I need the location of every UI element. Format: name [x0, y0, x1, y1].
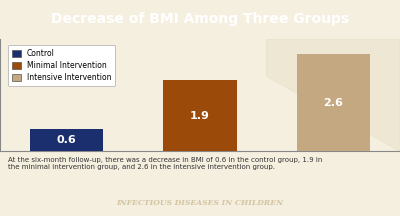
Legend: Control, Minimal Intervention, Intensive Intervention: Control, Minimal Intervention, Intensive… — [8, 45, 115, 86]
Bar — [297, 54, 370, 151]
Text: Decrease of BMI Among Three Groups: Decrease of BMI Among Three Groups — [51, 13, 349, 26]
Text: INFECTIOUS DISEASES IN CHILDREN: INFECTIOUS DISEASES IN CHILDREN — [116, 199, 284, 207]
Text: 2.6: 2.6 — [323, 98, 343, 108]
Bar — [163, 80, 237, 151]
Text: At the six-month follow-up, there was a decrease in BMI of 0.6 in the control gr: At the six-month follow-up, there was a … — [8, 157, 322, 170]
Text: 1.9: 1.9 — [190, 111, 210, 121]
Polygon shape — [267, 39, 400, 151]
Text: 0.6: 0.6 — [57, 135, 76, 145]
Bar — [30, 129, 103, 151]
